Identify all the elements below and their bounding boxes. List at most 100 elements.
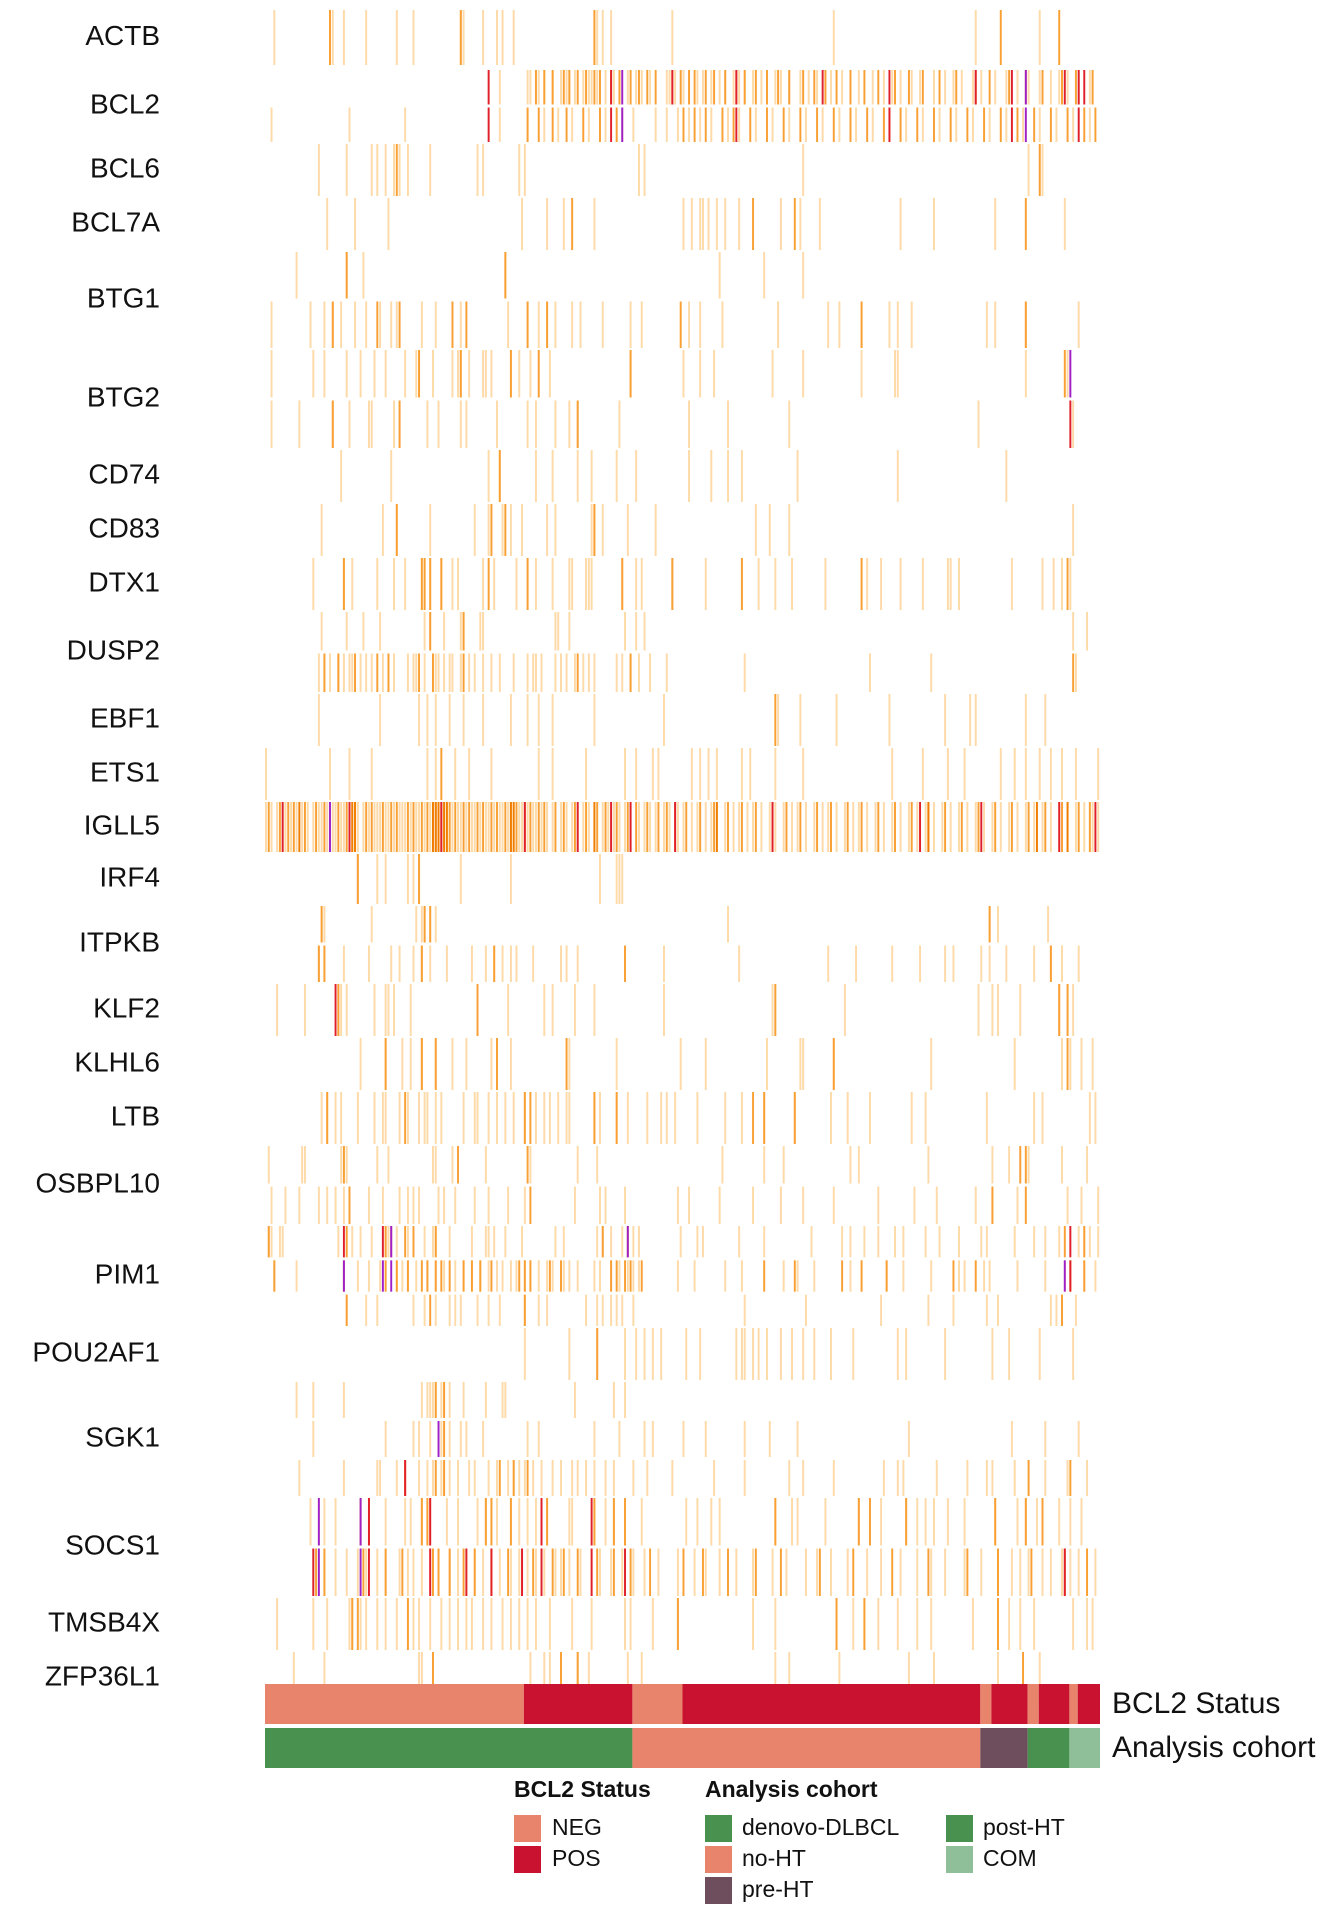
mutation-cell-itpkb-light: [515, 945, 518, 982]
mutation-cell-itpkb-medium: [429, 906, 432, 943]
mutation-cell-zfp36l1-light: [907, 1652, 910, 1704]
mutation-cell-igll5-medium: [615, 802, 618, 852]
mutation-cell-socs1-light: [963, 1548, 966, 1596]
mutation-cell-dusp2-light: [582, 653, 585, 692]
mutation-cell-klhl6-medium: [384, 1038, 387, 1090]
mutation-cell-bcl2-light: [676, 107, 679, 142]
mutation-cell-igll5-light: [618, 802, 621, 852]
mutation-cell-bcl2-light: [1066, 70, 1069, 105]
mutation-cell-igll5-light: [429, 802, 432, 852]
mutation-cell-dusp2-light: [359, 653, 362, 692]
mutation-cell-bcl2-red: [1083, 70, 1086, 105]
mutation-cell-socs1-light: [356, 1548, 359, 1596]
mutation-cell-ets1-light: [921, 748, 924, 800]
mutation-cell-dusp2-light: [434, 653, 437, 692]
mutation-cell-igll5-light: [1016, 802, 1019, 852]
mutation-cell-bcl2-purple: [1024, 70, 1027, 105]
mutation-cell-pim1-medium: [429, 1294, 432, 1326]
mutation-cell-klhl6-light: [1013, 1038, 1016, 1090]
mutation-cell-bcl2-light: [587, 107, 590, 142]
mutation-cell-ltb-light: [434, 1092, 437, 1144]
mutation-cell-bcl6-light: [406, 144, 409, 196]
mutation-cell-pim1-light: [763, 1226, 766, 1258]
gene-label-btg1: BTG1: [87, 282, 160, 313]
mutation-cell-klhl6-light: [1091, 1038, 1094, 1090]
mutation-cell-dusp2-medium: [354, 653, 357, 692]
mutation-cell-igll5-light: [301, 802, 304, 852]
mutation-cell-igll5-light: [835, 802, 838, 852]
mutation-cell-sgk1-light: [671, 1460, 674, 1496]
mutation-cell-tmsb4x-light: [774, 1598, 777, 1650]
mutation-cell-btg2-light: [468, 350, 471, 398]
mutation-cell-bcl2-medium: [565, 107, 568, 142]
mutation-cell-igll5-light: [340, 802, 343, 852]
mutation-cell-pim1-light: [432, 1226, 434, 1258]
mutation-cell-ets1-light: [740, 748, 743, 800]
mutation-cell-pou2af1-light: [905, 1328, 908, 1380]
mutation-cell-osbpl10-light: [270, 1186, 273, 1224]
mutation-cell-igll5-medium: [496, 802, 498, 852]
mutation-cell-tmsb4x-light: [276, 1598, 279, 1650]
mutation-cell-ets1-light: [651, 748, 654, 800]
mutation-cell-igll5-light: [342, 802, 345, 852]
mutation-cell-socs1-medium: [532, 1548, 535, 1596]
mutation-cell-socs1-light: [518, 1498, 521, 1546]
mutation-cell-bcl2-light: [537, 70, 540, 105]
mutation-cell-ets1-light: [699, 748, 702, 800]
mutation-cell-osbpl10-light: [387, 1146, 390, 1184]
mutation-cell-klf2-medium: [1066, 984, 1069, 1036]
annotation-segment-pos: [523, 1684, 633, 1724]
mutation-cell-btg1-light: [323, 301, 326, 348]
mutation-cell-pim1-medium: [610, 1260, 613, 1292]
mutation-cell-bcl2-light: [701, 70, 704, 105]
mutation-cell-tmsb4x-medium: [406, 1598, 409, 1650]
mutation-cell-socs1-light: [685, 1498, 688, 1546]
mutation-cell-pim1-light: [1055, 1294, 1058, 1326]
mutation-cell-sgk1-light: [342, 1460, 345, 1496]
mutation-cell-pim1-light: [1013, 1226, 1016, 1258]
mutation-cell-dusp2-light: [565, 653, 568, 692]
mutation-cell-osbpl10-light: [340, 1146, 343, 1184]
mutation-cell-tmsb4x-light: [448, 1598, 451, 1650]
mutation-cell-bcl2-light: [635, 70, 638, 105]
mutation-cell-bcl2-medium: [782, 107, 785, 142]
mutation-cell-igll5-light: [534, 802, 537, 852]
mutation-cell-igll5-light: [637, 802, 640, 852]
mutation-cell-sgk1-light: [802, 1460, 805, 1496]
mutation-cell-dtx1-light: [774, 558, 777, 610]
mutation-cell-socs1-light: [526, 1498, 529, 1546]
mutation-cell-dtx1-light: [585, 558, 588, 610]
mutation-cell-dusp2-light: [482, 653, 485, 692]
mutation-cell-actb-light: [610, 10, 613, 65]
mutation-cell-sgk1-light: [551, 1460, 554, 1496]
mutation-cell-igll5-medium: [462, 802, 465, 852]
mutation-cell-igll5-light: [526, 802, 529, 852]
mutation-cell-btg1-light: [721, 301, 724, 348]
mutation-cell-tmsb4x-medium: [356, 1598, 359, 1650]
mutation-cell-pim1-light: [504, 1226, 507, 1258]
mutation-cell-igll5-strong: [715, 802, 718, 852]
mutation-cell-sgk1-light: [376, 1460, 379, 1496]
mutation-cell-igll5-medium: [713, 802, 716, 852]
gene-label-cd83: CD83: [88, 512, 160, 543]
mutation-cell-irf4-light: [459, 854, 462, 904]
mutation-cell-bcl2-light: [855, 107, 858, 142]
mutation-cell-bcl7a-light: [682, 198, 685, 250]
mutation-cell-bcl2-light: [774, 70, 777, 105]
mutation-cell-tmsb4x-light: [365, 1598, 368, 1650]
mutation-cell-igll5-light: [582, 802, 585, 852]
legend-swatch-post-ht: [946, 1815, 973, 1842]
mutation-cell-igll5-light: [540, 802, 543, 852]
mutation-cell-dusp2-medium: [432, 653, 434, 692]
mutation-cell-itpkb-light: [342, 945, 345, 982]
mutation-cell-cd74-light: [590, 450, 593, 502]
mutation-cell-pim1-light: [637, 1260, 640, 1292]
mutation-cell-btg1-light: [888, 301, 891, 348]
mutation-cell-pim1-medium: [420, 1260, 423, 1292]
mutation-cell-bcl2-light: [752, 70, 755, 105]
mutation-cell-pim1-light: [927, 1294, 930, 1326]
mutation-cell-sgk1-light: [487, 1460, 490, 1496]
mutation-cell-socs1-light: [916, 1498, 919, 1546]
mutation-cell-klf2-light: [551, 984, 554, 1036]
mutation-cell-btg1-light: [1077, 301, 1080, 348]
